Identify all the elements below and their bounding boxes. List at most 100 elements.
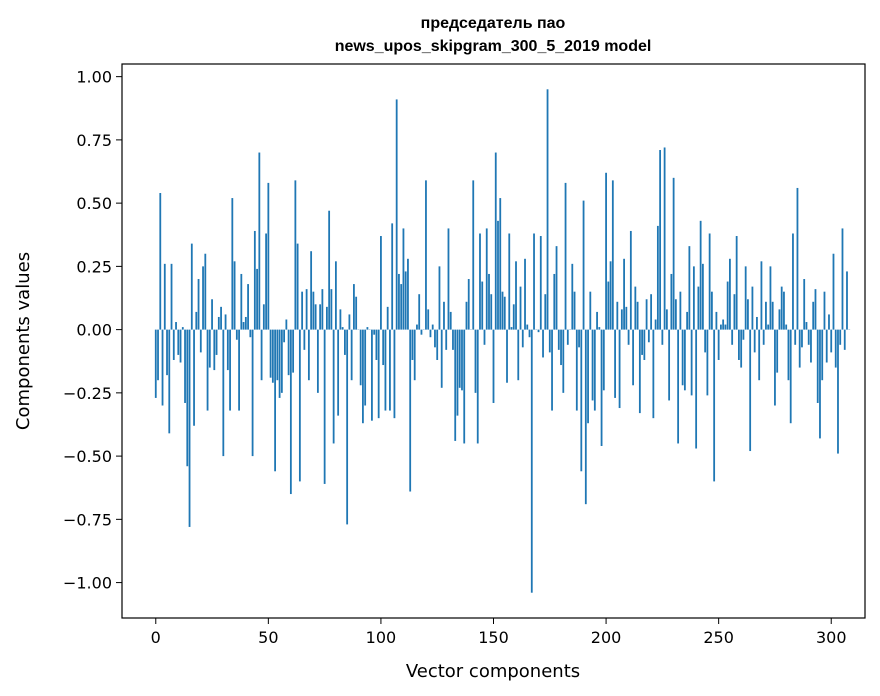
bar-69	[310, 251, 313, 330]
bar-96	[371, 329, 373, 421]
x-tick-label: 250	[703, 628, 734, 647]
bar-306	[843, 329, 846, 350]
bar-108	[398, 273, 400, 330]
bar-30	[222, 329, 225, 457]
bar-224	[659, 150, 662, 330]
bar-148	[488, 273, 490, 330]
bar-6	[168, 329, 171, 434]
bar-160	[515, 261, 517, 330]
bar-211	[629, 230, 632, 330]
bar-281	[787, 329, 790, 381]
bar-158	[510, 327, 513, 330]
bar-117	[418, 294, 421, 330]
bar-179	[557, 329, 560, 350]
bar-192	[587, 329, 589, 424]
bar-265	[751, 286, 754, 330]
bar-22	[204, 253, 207, 330]
bar-1	[157, 329, 159, 381]
bar-127	[440, 329, 443, 388]
bar-64	[298, 329, 301, 482]
bar-50	[267, 182, 270, 330]
bar-230	[672, 177, 675, 330]
bar-7	[170, 263, 173, 330]
bar-73	[319, 304, 322, 330]
bar-164	[524, 258, 526, 330]
bar-17	[193, 329, 195, 426]
y-axis-label: Components values	[13, 252, 34, 430]
x-tick-label: 50	[258, 628, 278, 647]
bar-32	[226, 329, 229, 371]
bar-246	[708, 233, 711, 330]
bar-235	[683, 329, 686, 391]
bar-286	[798, 329, 801, 368]
bar-290	[807, 329, 810, 345]
bar-40	[244, 316, 247, 330]
bar-247	[711, 291, 713, 330]
bar-39	[242, 322, 245, 330]
bar-116	[416, 324, 418, 330]
bar-59	[287, 329, 290, 376]
bar-8	[172, 329, 175, 360]
bar-141	[472, 180, 475, 330]
bar-301	[832, 253, 835, 330]
bar-212	[632, 329, 634, 386]
bar-120	[425, 180, 427, 330]
bar-272	[767, 324, 770, 330]
bar-62	[294, 180, 297, 330]
bar-122	[429, 329, 432, 338]
bar-123	[431, 324, 434, 330]
bar-175	[548, 329, 551, 353]
bar-229	[670, 273, 673, 330]
bar-97	[373, 329, 376, 335]
bar-19	[197, 279, 200, 330]
bar-114	[411, 329, 414, 360]
x-tick-label: 100	[366, 628, 397, 647]
bar-145	[481, 281, 484, 330]
bar-102	[384, 329, 387, 411]
bar-31	[224, 314, 227, 330]
bar-258	[735, 236, 738, 330]
bar-168	[533, 233, 535, 330]
bar-241	[697, 286, 700, 330]
bar-244	[704, 329, 707, 353]
bar-170	[537, 329, 540, 333]
bar-183	[566, 329, 569, 345]
bar-94	[366, 327, 369, 330]
bar-206	[618, 329, 621, 409]
bar-271	[765, 301, 767, 330]
bar-104	[389, 329, 391, 411]
bar-223	[656, 225, 659, 330]
bar-100	[380, 236, 382, 330]
bar-226	[663, 147, 666, 330]
bar-220	[650, 294, 653, 330]
bar-86	[348, 314, 351, 330]
bar-185	[571, 263, 574, 330]
bar-57	[283, 329, 286, 343]
bar-200	[605, 172, 607, 330]
bar-60	[289, 329, 292, 495]
bar-151	[494, 152, 497, 330]
bar-82	[339, 309, 342, 330]
bar-268	[758, 329, 761, 381]
bar-275	[774, 329, 776, 406]
bar-133	[454, 329, 457, 441]
bar-121	[427, 309, 430, 330]
y-tick-label: 0.00	[76, 321, 112, 340]
bar-190	[582, 200, 585, 330]
bar-191	[584, 329, 587, 505]
bar-131	[449, 311, 452, 330]
bar-277	[778, 309, 781, 330]
bar-16	[190, 243, 193, 330]
bar-278	[780, 286, 783, 330]
bar-166	[528, 329, 531, 338]
bar-2	[159, 193, 162, 330]
y-tick-label: 0.75	[76, 131, 112, 150]
bar-87	[350, 329, 353, 381]
bar-237	[688, 246, 691, 330]
bar-15	[188, 329, 191, 527]
bar-26	[213, 329, 216, 371]
bar-173	[544, 294, 547, 330]
bar-267	[756, 316, 758, 330]
bar-125	[436, 329, 439, 360]
